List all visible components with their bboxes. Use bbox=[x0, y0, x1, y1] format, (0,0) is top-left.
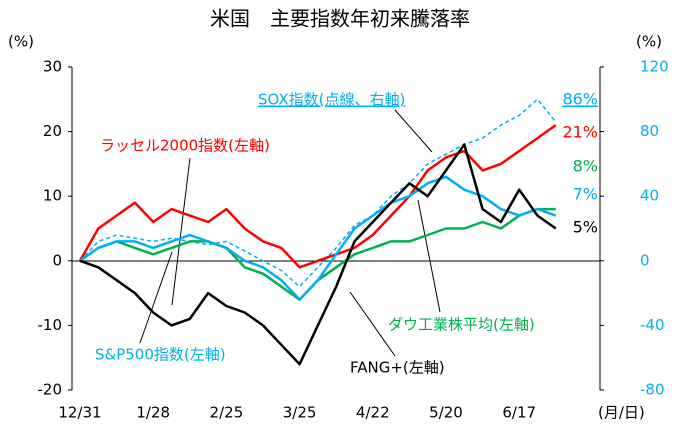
y-unit: (%) bbox=[8, 33, 34, 51]
y2-tick-label: 0 bbox=[640, 251, 650, 269]
x-tick-label: 6/17 bbox=[502, 404, 536, 422]
leader-line bbox=[417, 199, 441, 313]
chart-title: 米国 主要指数年初来騰落率 bbox=[210, 7, 470, 31]
x-tick-label: 5/20 bbox=[429, 404, 463, 422]
end-value-label: 8% bbox=[573, 157, 598, 176]
series-label: ダウ工業株平均(左軸) bbox=[388, 316, 535, 334]
series-line bbox=[79, 175, 557, 301]
end-value-label: 7% bbox=[573, 185, 598, 204]
y2-tick-label: 120 bbox=[640, 58, 669, 76]
series-label: FANG+(左軸) bbox=[350, 359, 445, 377]
series-line bbox=[79, 143, 557, 366]
y-tick-label: 0 bbox=[52, 251, 62, 269]
leader-line bbox=[394, 109, 433, 153]
x-tick-label: 4/22 bbox=[356, 404, 390, 422]
leader-line bbox=[349, 291, 396, 357]
series-label: S&P500指数(左軸) bbox=[95, 346, 226, 364]
series-line bbox=[79, 98, 557, 288]
x-tick-label: 12/31 bbox=[58, 404, 101, 422]
leader-line bbox=[139, 251, 173, 344]
y-tick-label: -20 bbox=[38, 381, 63, 399]
y2-tick-label: 40 bbox=[640, 187, 659, 205]
end-value-label: 5% bbox=[573, 218, 598, 237]
series-label: SOX指数(点線、右軸) bbox=[258, 91, 405, 109]
y-tick-label: 30 bbox=[43, 58, 62, 76]
series-line bbox=[79, 207, 556, 301]
x-axis-label: (月/日) bbox=[598, 404, 645, 422]
end-value-label: 21% bbox=[562, 123, 598, 142]
y-tick-label: 10 bbox=[43, 187, 62, 205]
y2-tick-label: 80 bbox=[640, 122, 659, 140]
y2-unit: (%) bbox=[636, 33, 662, 51]
x-tick-label: 1/28 bbox=[136, 404, 170, 422]
leader-line bbox=[171, 157, 191, 306]
y-tick-label: -10 bbox=[38, 316, 63, 334]
series-line bbox=[78, 124, 557, 269]
y2-tick-label: -40 bbox=[640, 316, 665, 334]
end-value-label: 86% bbox=[562, 90, 598, 109]
series-label: ラッセル2000指数(左軸) bbox=[100, 137, 270, 155]
y-tick-label: 20 bbox=[43, 122, 62, 140]
y2-tick-label: -80 bbox=[640, 381, 665, 399]
x-tick-label: 2/25 bbox=[210, 404, 244, 422]
x-tick-label: 3/25 bbox=[283, 404, 317, 422]
